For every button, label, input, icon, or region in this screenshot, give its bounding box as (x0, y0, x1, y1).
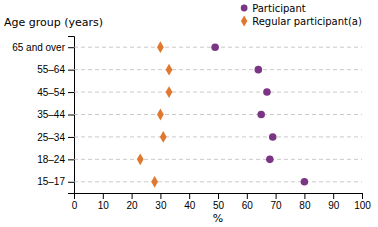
y-tick: 15–17 (37, 176, 74, 187)
x-tick-mark (218, 193, 219, 199)
marks (74, 41, 362, 187)
grid-line (74, 92, 362, 93)
y-axis-title: Age group (years) (4, 16, 103, 29)
grid-line (74, 69, 362, 70)
y-tick-mark (68, 182, 74, 183)
legend-label: Regular participant(a) (252, 16, 362, 27)
y-tick-label: 25–34 (37, 132, 65, 143)
x-tick: 90 (328, 193, 340, 211)
dot (266, 156, 274, 164)
y-tick-label: 45–54 (37, 87, 65, 98)
legend-entry: Regular participant(a) (241, 15, 362, 26)
x-tick-mark (103, 193, 104, 199)
dot (157, 41, 164, 53)
y-tick-mark (68, 159, 74, 160)
x-tick-label: 40 (184, 200, 196, 211)
x-axis-line (75, 194, 363, 200)
x-tick-mark (189, 193, 190, 199)
y-axis-line (68, 37, 75, 194)
y-tick-mark (68, 47, 74, 48)
chart: 0 10 20 30 40 50 60 70 80 90 100 15–17 18–24 25–34 35–… (0, 0, 378, 227)
y-tick-label: 15–17 (37, 176, 65, 187)
grid-line (74, 181, 362, 182)
x-tick-label: 0 (72, 200, 78, 211)
y-tick: 25–34 (37, 132, 74, 143)
x-tick-label: 30 (155, 200, 167, 211)
legend-entry: Participant (241, 3, 306, 14)
x-tick-mark (247, 193, 248, 199)
x-tick-label: 70 (271, 200, 283, 211)
x-tick: 60 (242, 193, 254, 211)
x-tick-label: 50 (213, 200, 225, 211)
x-tick-label: 20 (127, 200, 139, 211)
grid-line (74, 114, 362, 115)
y-axis: 15–17 18–24 25–34 35–44 45–54 55–64 65 and ove… (12, 37, 74, 194)
x-tick: 80 (299, 193, 311, 211)
x-tick: 70 (271, 193, 283, 211)
legend-label: Participant (252, 3, 306, 14)
y-tick-label: 18–24 (37, 154, 65, 165)
x-tick-label: 60 (242, 200, 254, 211)
dot (166, 64, 173, 76)
y-tick-label: 65 and over (12, 42, 65, 53)
legend-marker (241, 5, 248, 12)
dot (301, 178, 309, 186)
x-tick: 100 (354, 193, 371, 211)
y-tick: 65 and over (12, 42, 74, 53)
x-tick-label: 80 (299, 200, 311, 211)
dot (211, 43, 219, 51)
x-tick-mark (132, 193, 133, 199)
x-tick-mark (276, 193, 277, 199)
y-tick: 55–64 (37, 64, 74, 75)
x-tick-label: 10 (98, 200, 110, 211)
dot (151, 176, 158, 188)
y-tick: 35–44 (37, 109, 74, 120)
legend: Participant Regular participant(a) (241, 3, 362, 27)
y-tick-label: 55–64 (37, 64, 65, 75)
x-tick: 50 (213, 193, 225, 211)
y-tick-label: 35–44 (37, 109, 65, 120)
x-tick: 40 (184, 193, 196, 211)
dot (166, 86, 173, 98)
x-axis-title: % (213, 212, 223, 225)
grid-line (74, 159, 362, 160)
x-tick-label: 100 (354, 200, 371, 211)
dot (255, 66, 263, 74)
x-axis: 0 10 20 30 40 50 60 70 80 90 100 (72, 193, 372, 211)
x-tick-mark (362, 193, 363, 199)
y-tick-mark (68, 137, 74, 138)
x-tick: 10 (98, 193, 110, 211)
y-tick: 45–54 (37, 87, 74, 98)
x-tick-mark (333, 193, 334, 199)
y-tick: 18–24 (37, 154, 74, 165)
legend-marker (241, 15, 247, 26)
dot (269, 133, 277, 141)
x-tick-label: 90 (328, 200, 340, 211)
plot: 0 10 20 30 40 50 60 70 80 90 100 15–17 18–24 25–34 35–… (12, 37, 371, 226)
grid-line (74, 136, 362, 137)
x-tick-mark (160, 193, 161, 199)
x-tick: 30 (155, 193, 167, 211)
dot (257, 111, 265, 119)
x-tick: 0 (72, 193, 78, 211)
y-tick-mark (68, 70, 74, 71)
y-tick-mark (68, 115, 74, 116)
dot (160, 131, 167, 143)
dot (137, 153, 144, 165)
dot (263, 88, 271, 96)
x-tick-mark (304, 193, 305, 199)
y-tick-mark (68, 92, 74, 93)
x-tick: 20 (127, 193, 139, 211)
dot (157, 109, 164, 121)
